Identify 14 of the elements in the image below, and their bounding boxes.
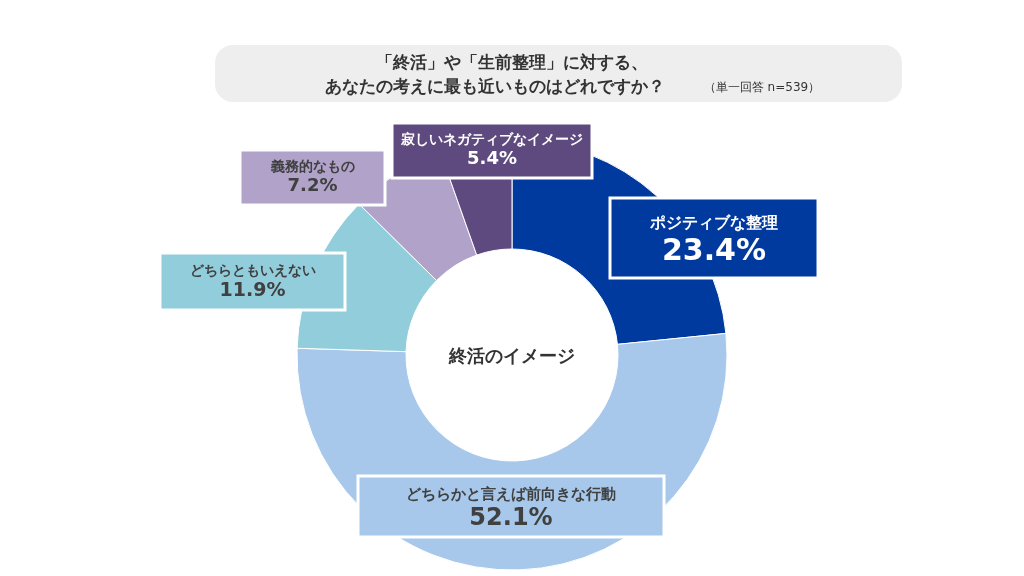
data-label: 52.1% [469, 503, 553, 532]
data-label: 5.4% [467, 146, 517, 168]
text: 終活のイメージ [448, 345, 575, 366]
slice-label: どちらともいえない [189, 261, 316, 278]
data-label: 23.4% [661, 232, 767, 268]
slice-label: どちらかと言えば前向きな行動 [406, 485, 616, 504]
text: （単一回答 n=539） [703, 80, 821, 94]
slice-label: ポジティブな整理 [649, 213, 778, 233]
chart-title: 「終活」や「生前整理」に対する、 [376, 52, 648, 72]
data-label: 11.9% [219, 277, 286, 300]
chart-subtitle: あなたの考えに最も近いものはどれですか？ [325, 76, 665, 96]
data-label: 7.2% [287, 173, 338, 195]
slice-label: 寂しいネガティブなイメージ [400, 130, 583, 147]
slice-label: 義務的なもの [269, 157, 355, 174]
